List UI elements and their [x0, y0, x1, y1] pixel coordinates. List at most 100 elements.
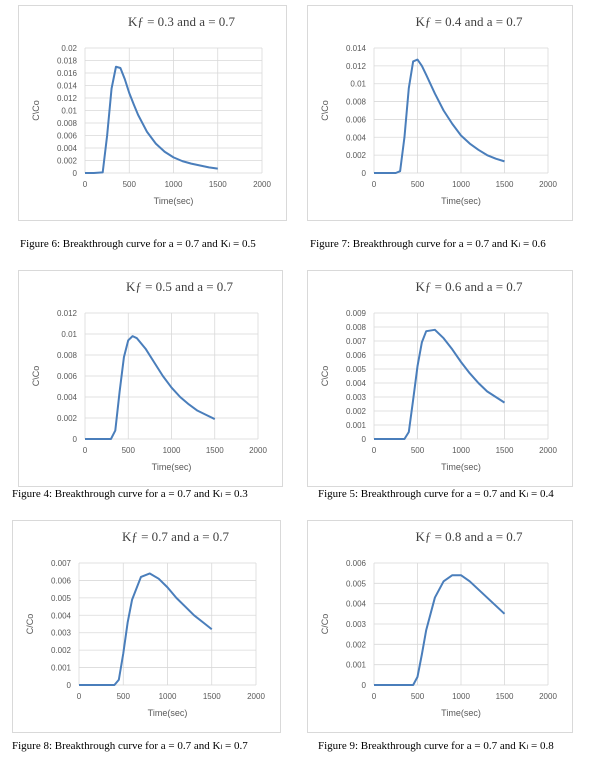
- chart-title: Kƒ = 0.8 and a = 0.7: [415, 529, 523, 544]
- y-tick-label: 0.01: [61, 330, 77, 339]
- x-axis-label: Time(sec): [441, 196, 481, 206]
- chart-title: Kƒ = 0.7 and a = 0.7: [122, 529, 230, 544]
- data-line: [374, 58, 505, 174]
- y-tick-label: 0.002: [346, 640, 367, 649]
- data-line: [79, 572, 213, 686]
- y-tick-label: 0.002: [57, 414, 78, 423]
- x-tick-label: 1500: [206, 446, 224, 455]
- y-tick-label: 0: [362, 681, 367, 690]
- x-tick-label: 500: [411, 180, 425, 189]
- x-tick-label: 500: [411, 446, 425, 455]
- x-tick-label: 0: [372, 446, 377, 455]
- y-tick-label: 0: [73, 169, 78, 178]
- y-tick-label: 0.002: [57, 157, 78, 166]
- y-tick-label: 0.003: [51, 629, 72, 638]
- chart-panel: Kƒ = 0.6 and a = 0.7 0 0.001 0.002 0.003 0.00…: [307, 270, 573, 487]
- x-tick-label: 500: [123, 180, 137, 189]
- chart-panel: Kƒ = 0.4 and a = 0.7 0 0.002 0.004 0.006 0.00…: [307, 5, 573, 221]
- chart: Kƒ = 0.3 and a = 0.7 0 0.002 0.004 0.006 0.00…: [31, 14, 271, 206]
- x-tick-label: 500: [117, 692, 131, 701]
- x-tick-label: 0: [83, 180, 88, 189]
- y-tick-label: 0.008: [346, 323, 367, 332]
- x-tick-label: 1500: [496, 692, 514, 701]
- y-tick-label: 0.003: [346, 393, 367, 402]
- x-tick-label: 1000: [452, 180, 470, 189]
- x-tick-label: 0: [77, 692, 82, 701]
- y-tick-label: 0.006: [51, 576, 72, 585]
- y-tick-label: 0.005: [346, 365, 367, 374]
- y-tick-label: 0: [67, 681, 72, 690]
- y-tick-label: 0.001: [346, 661, 367, 670]
- y-tick-label: 0.018: [57, 57, 78, 66]
- y-tick-label: 0.004: [51, 611, 72, 620]
- data-line: [85, 65, 218, 174]
- y-tick-label: 0.009: [346, 309, 367, 318]
- x-axis-label: Time(sec): [152, 462, 192, 472]
- chart-panel: Kƒ = 0.8 and a = 0.7 0 0.001 0.002 0.003 0.00…: [307, 520, 573, 733]
- x-tick-label: 500: [122, 446, 136, 455]
- x-tick-label: 1000: [452, 446, 470, 455]
- y-tick-label: 0.012: [346, 62, 367, 71]
- chart: Kƒ = 0.4 and a = 0.7 0 0.002 0.004 0.006 0.00…: [320, 14, 557, 206]
- y-tick-label: 0: [362, 169, 367, 178]
- y-tick-label: 0.002: [346, 407, 367, 416]
- x-tick-label: 1000: [165, 180, 183, 189]
- y-tick-label: 0.004: [346, 379, 367, 388]
- y-axis-label: C\Co: [31, 100, 41, 121]
- x-tick-label: 2000: [249, 446, 267, 455]
- y-tick-label: 0.016: [57, 69, 78, 78]
- chart: Kƒ = 0.5 and a = 0.7 0 0.002 0.004 0.006 0.00…: [31, 279, 267, 472]
- y-tick-label: 0.001: [51, 664, 72, 673]
- figure-caption: Figure 4: Breakthrough curve for a = 0.7…: [12, 488, 248, 500]
- x-tick-label: 0: [372, 180, 377, 189]
- data-line: [374, 328, 506, 440]
- y-tick-label: 0.005: [346, 579, 367, 588]
- x-tick-label: 2000: [539, 180, 557, 189]
- y-tick-label: 0.014: [57, 82, 78, 91]
- y-axis-label: C\Co: [31, 366, 41, 387]
- y-tick-label: 0.003: [346, 620, 367, 629]
- chart: Kƒ = 0.7 and a = 0.7 0 0.001 0.002 0.003 0.00…: [25, 529, 265, 718]
- y-tick-label: 0.006: [57, 132, 78, 141]
- x-tick-label: 2000: [539, 692, 557, 701]
- y-tick-label: 0.006: [346, 559, 367, 568]
- y-tick-label: 0.002: [346, 151, 367, 160]
- y-tick-label: 0.006: [346, 351, 367, 360]
- y-tick-label: 0: [73, 435, 78, 444]
- chart-title: Kƒ = 0.3 and a = 0.7: [128, 14, 236, 29]
- x-tick-label: 1500: [209, 180, 227, 189]
- y-tick-label: 0.001: [346, 421, 367, 430]
- x-tick-label: 2000: [247, 692, 265, 701]
- figure-caption: Figure 8: Breakthrough curve for a = 0.7…: [12, 740, 248, 752]
- y-tick-label: 0.004: [346, 600, 367, 609]
- figure-caption: Figure 9: Breakthrough curve for a = 0.7…: [318, 740, 554, 752]
- chart: Kƒ = 0.6 and a = 0.7 0 0.001 0.002 0.003 0.00…: [320, 279, 557, 472]
- x-tick-label: 1500: [496, 180, 514, 189]
- y-tick-label: 0.004: [57, 393, 78, 402]
- y-tick-label: 0.006: [57, 372, 78, 381]
- chart-title: Kƒ = 0.4 and a = 0.7: [415, 14, 523, 29]
- chart-panel: Kƒ = 0.3 and a = 0.7 0 0.002 0.004 0.006 0.00…: [18, 5, 287, 221]
- chart-title: Kƒ = 0.5 and a = 0.7: [126, 279, 234, 294]
- x-tick-label: 0: [83, 446, 88, 455]
- y-axis-label: C/Co: [25, 614, 35, 635]
- y-tick-label: 0.02: [61, 44, 77, 53]
- chart-panel: Kƒ = 0.5 and a = 0.7 0 0.002 0.004 0.006 0.00…: [18, 270, 283, 487]
- y-tick-label: 0.008: [57, 351, 78, 360]
- y-axis-label: C\Co: [320, 366, 330, 387]
- y-tick-label: 0: [362, 435, 367, 444]
- y-tick-label: 0.004: [57, 144, 78, 153]
- y-tick-label: 0.012: [57, 309, 78, 318]
- data-line: [85, 335, 216, 440]
- y-tick-label: 0.008: [57, 119, 78, 128]
- figure-caption: Figure 7: Breakthrough curve for a = 0.7…: [310, 238, 546, 250]
- y-tick-label: 0.007: [51, 559, 72, 568]
- x-tick-label: 2000: [253, 180, 271, 189]
- x-tick-label: 1000: [163, 446, 181, 455]
- y-axis-label: C/Co: [320, 614, 330, 635]
- figure-caption: Figure 5: Breakthrough curve for a = 0.7…: [318, 488, 554, 500]
- x-tick-label: 1000: [452, 692, 470, 701]
- y-tick-label: 0.004: [346, 133, 367, 142]
- x-tick-label: 1500: [203, 692, 221, 701]
